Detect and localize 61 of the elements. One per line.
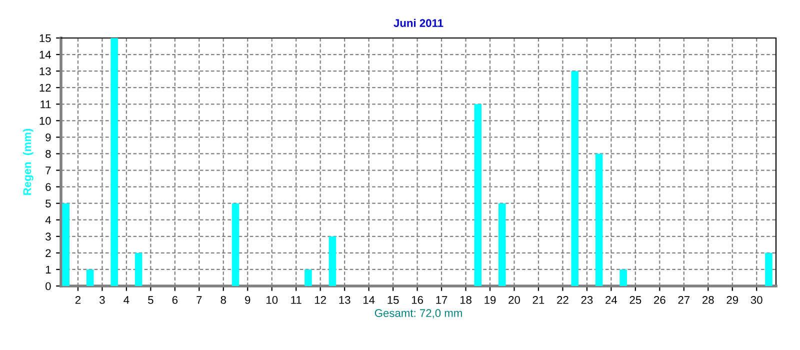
y-tick-label: 1 xyxy=(46,266,51,274)
x-tick-label: 4 xyxy=(124,296,130,304)
bar xyxy=(86,269,94,286)
x-tick-label: 30 xyxy=(750,296,762,304)
bar xyxy=(765,252,772,286)
x-tick-label: 18 xyxy=(460,296,472,304)
y-tick-label: 0 xyxy=(46,282,51,290)
y-tick-label: 10 xyxy=(40,116,51,125)
x-tick-label: 22 xyxy=(557,296,568,304)
y-tick-label: 2 xyxy=(46,249,51,257)
y-tick-label: 14 xyxy=(40,50,51,59)
y-tick-label: 15 xyxy=(40,34,51,42)
x-tick-label: 10 xyxy=(266,296,278,304)
x-tick-label: 2 xyxy=(75,296,80,304)
y-tick-label: 12 xyxy=(40,84,51,92)
x-tick-label: 23 xyxy=(581,296,593,304)
bar xyxy=(571,71,578,286)
x-tick-label: 8 xyxy=(220,296,226,304)
bar xyxy=(328,236,336,286)
x-tick-label: 17 xyxy=(436,296,448,304)
x-tick-label: 29 xyxy=(726,296,738,304)
x-tick-label: 27 xyxy=(678,296,690,304)
bar xyxy=(62,203,70,286)
y-tick-label: 8 xyxy=(46,150,51,158)
y-tick-label: 6 xyxy=(46,183,51,191)
x-tick-label: 3 xyxy=(100,296,105,304)
y-tick-label: 5 xyxy=(46,200,51,208)
x-axis-title: Gesamt: 72,0 mm xyxy=(374,309,462,318)
x-tick-label: 9 xyxy=(245,296,250,304)
x-tick-label: 25 xyxy=(630,296,642,304)
y-tick-label: 7 xyxy=(46,166,51,174)
x-tick-label: 15 xyxy=(388,296,399,304)
x-tick-label: 19 xyxy=(484,296,496,304)
bar xyxy=(134,252,142,286)
x-tick-label: 16 xyxy=(412,296,423,304)
x-tick-label: 21 xyxy=(532,296,544,304)
y-tick-label: 13 xyxy=(40,67,51,76)
bar xyxy=(595,154,603,286)
bar xyxy=(304,269,312,286)
x-tick-label: 5 xyxy=(148,296,154,304)
x-tick-label: 20 xyxy=(508,296,520,304)
bar xyxy=(474,104,482,286)
x-tick-label: 7 xyxy=(196,296,202,304)
bar xyxy=(620,269,627,286)
bar xyxy=(498,203,506,286)
x-tick-label: 6 xyxy=(172,296,178,304)
x-tick-label: 14 xyxy=(363,296,375,304)
bar xyxy=(110,38,118,286)
y-tick-label: 9 xyxy=(46,133,51,142)
x-tick-label: 11 xyxy=(291,296,302,304)
y-tick-label: 4 xyxy=(45,216,51,224)
x-tick-label: 26 xyxy=(654,296,666,304)
chart-title: Juni 2011 xyxy=(394,18,444,27)
x-tick-label: 12 xyxy=(315,296,326,304)
y-tick-label: 3 xyxy=(46,232,51,241)
y-tick-label: 11 xyxy=(40,100,51,108)
y-axis-title: Regen (mm) xyxy=(22,128,34,195)
x-tick-label: 28 xyxy=(702,296,714,304)
bar xyxy=(232,203,240,286)
x-tick-label: 13 xyxy=(339,296,350,304)
x-tick-label: 24 xyxy=(606,296,618,304)
